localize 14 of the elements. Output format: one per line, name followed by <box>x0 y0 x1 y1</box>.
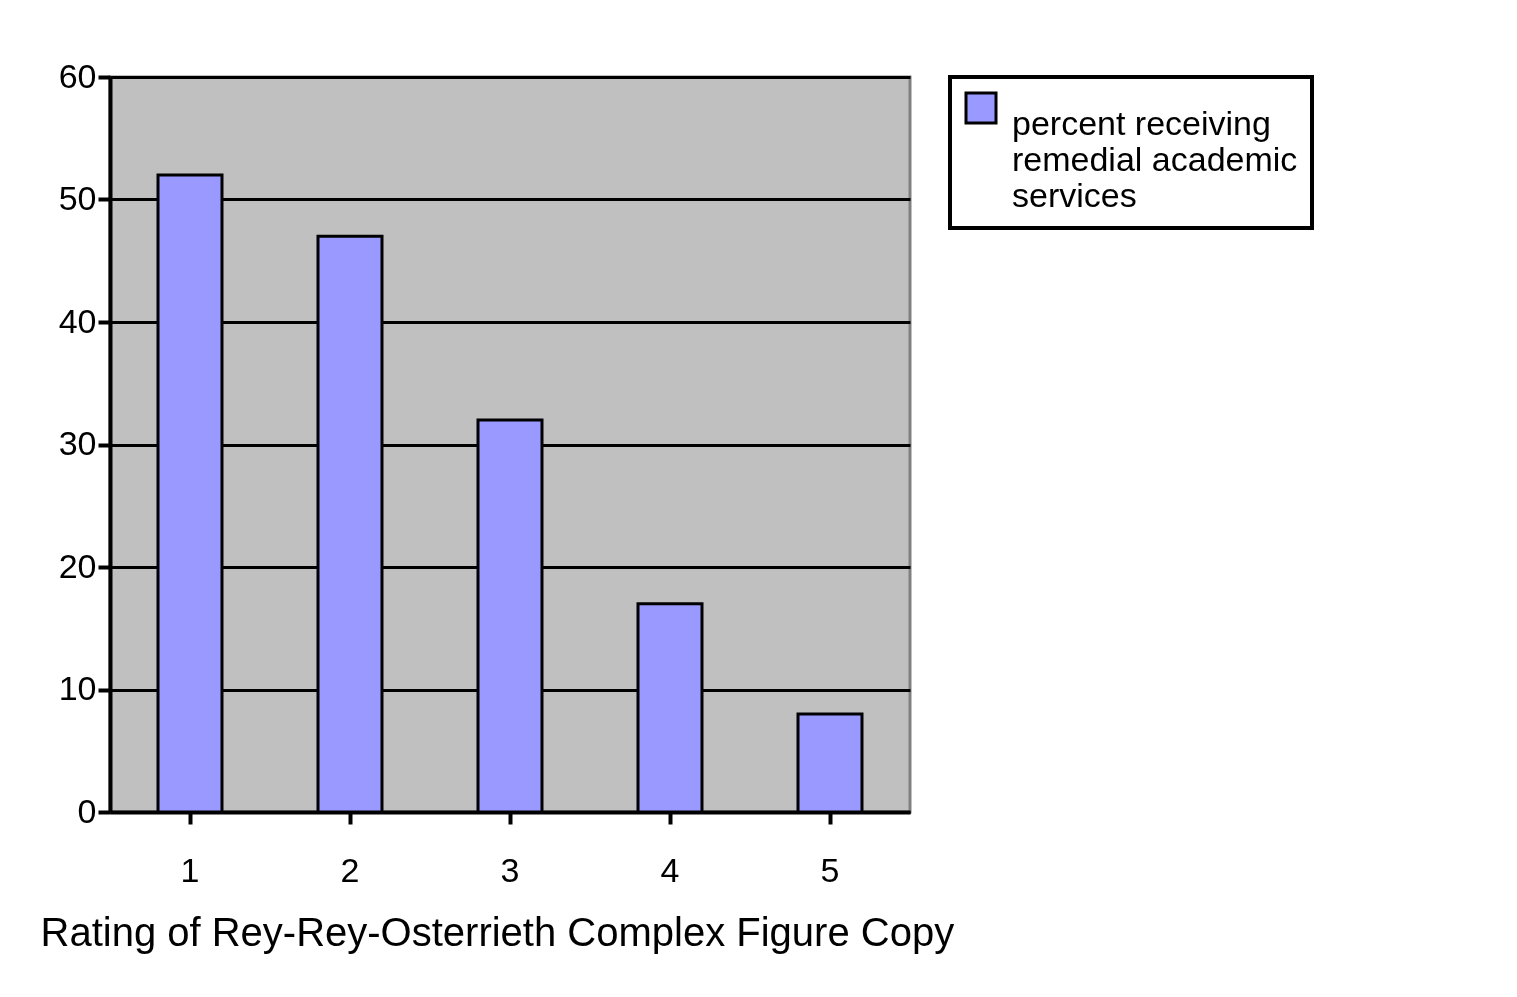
x-tick-label: 3 <box>500 850 520 889</box>
y-tick-label: 40 <box>58 301 97 340</box>
y-tick-label: 0 <box>77 791 97 830</box>
y-tick-label: 30 <box>58 424 97 462</box>
y-tick-label: 10 <box>58 669 97 707</box>
x-tick-label: 4 <box>660 850 680 889</box>
y-tick-label: 50 <box>58 179 97 217</box>
y-tick-label: 20 <box>58 546 97 585</box>
x-tick-label: 2 <box>340 850 360 889</box>
x-tick-label: 1 <box>180 850 200 889</box>
x-axis-title: Rating of Rey-Rey-Osterrieth Complex Figure Copy <box>40 909 955 954</box>
x-tick-label: 5 <box>820 850 840 889</box>
y-tick-label: 60 <box>58 56 97 95</box>
legend-label: percent receiving remedial academic services <box>1012 104 1298 214</box>
